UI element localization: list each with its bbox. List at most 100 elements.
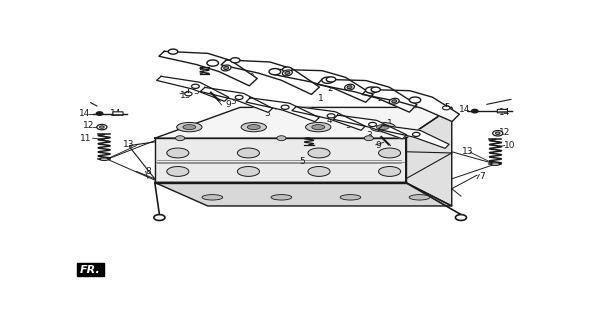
Text: 1: 1	[387, 119, 393, 128]
Circle shape	[207, 60, 219, 66]
Text: 8: 8	[145, 167, 151, 176]
Text: 15: 15	[440, 103, 451, 112]
Ellipse shape	[409, 195, 430, 200]
Text: 13: 13	[123, 140, 134, 149]
Ellipse shape	[97, 124, 107, 130]
Ellipse shape	[271, 195, 292, 200]
Polygon shape	[378, 125, 449, 148]
Ellipse shape	[100, 158, 109, 160]
Ellipse shape	[100, 126, 104, 128]
Circle shape	[472, 109, 478, 113]
FancyBboxPatch shape	[77, 263, 104, 276]
Ellipse shape	[183, 124, 196, 130]
Text: 6: 6	[223, 66, 229, 75]
Text: 3: 3	[265, 109, 270, 118]
Text: 12: 12	[83, 121, 94, 130]
Polygon shape	[362, 90, 459, 122]
Ellipse shape	[285, 71, 290, 75]
Ellipse shape	[247, 124, 260, 130]
Text: 5: 5	[198, 67, 204, 76]
Polygon shape	[246, 98, 319, 122]
Polygon shape	[221, 60, 320, 94]
Circle shape	[191, 84, 200, 88]
Ellipse shape	[378, 148, 400, 158]
Circle shape	[154, 215, 165, 220]
Polygon shape	[157, 76, 229, 101]
Ellipse shape	[370, 123, 396, 132]
Circle shape	[365, 87, 377, 93]
FancyBboxPatch shape	[113, 112, 123, 115]
Circle shape	[283, 67, 292, 72]
Text: 3: 3	[194, 87, 199, 96]
Ellipse shape	[167, 166, 189, 176]
Polygon shape	[333, 115, 407, 139]
Text: 4: 4	[327, 116, 333, 125]
Text: 10: 10	[504, 141, 515, 150]
Ellipse shape	[224, 67, 229, 69]
Circle shape	[412, 132, 420, 136]
Polygon shape	[155, 138, 406, 182]
Ellipse shape	[202, 195, 223, 200]
Text: 6: 6	[283, 70, 289, 79]
Text: 3: 3	[230, 97, 236, 106]
Ellipse shape	[308, 148, 330, 158]
Text: 5: 5	[299, 157, 305, 166]
Text: 6: 6	[347, 83, 353, 92]
Text: 14: 14	[459, 105, 470, 114]
Circle shape	[185, 92, 192, 96]
Ellipse shape	[283, 70, 292, 76]
Text: 2: 2	[327, 84, 333, 93]
Ellipse shape	[378, 166, 400, 176]
Text: 9: 9	[375, 141, 381, 150]
Polygon shape	[200, 87, 273, 112]
Circle shape	[281, 105, 289, 109]
Polygon shape	[317, 79, 417, 112]
Ellipse shape	[389, 98, 399, 104]
FancyBboxPatch shape	[497, 109, 507, 113]
Text: 1: 1	[318, 94, 323, 103]
Polygon shape	[273, 69, 373, 102]
Ellipse shape	[340, 195, 361, 200]
Polygon shape	[159, 51, 257, 86]
Text: 11: 11	[80, 134, 91, 143]
Circle shape	[96, 112, 103, 115]
Ellipse shape	[308, 166, 330, 176]
Circle shape	[235, 95, 243, 100]
Circle shape	[326, 77, 336, 82]
Ellipse shape	[376, 124, 389, 130]
Ellipse shape	[176, 123, 202, 132]
Ellipse shape	[312, 124, 325, 130]
Text: 2: 2	[378, 94, 383, 103]
Circle shape	[456, 215, 466, 220]
Text: 15: 15	[180, 91, 191, 100]
Ellipse shape	[491, 163, 500, 165]
Ellipse shape	[391, 100, 397, 103]
Polygon shape	[155, 108, 451, 138]
Text: 2: 2	[249, 73, 254, 82]
Text: 9: 9	[226, 100, 231, 109]
Polygon shape	[155, 182, 451, 206]
Text: 12: 12	[499, 128, 510, 137]
Text: 3: 3	[308, 110, 314, 119]
Ellipse shape	[495, 132, 500, 134]
Ellipse shape	[345, 84, 355, 90]
Ellipse shape	[305, 123, 331, 132]
Circle shape	[409, 97, 421, 103]
Ellipse shape	[238, 166, 260, 176]
Circle shape	[369, 122, 377, 127]
Text: FR.: FR.	[80, 265, 101, 275]
Circle shape	[364, 136, 374, 141]
Ellipse shape	[221, 65, 231, 71]
Circle shape	[230, 58, 240, 63]
Polygon shape	[292, 107, 365, 130]
Circle shape	[269, 68, 281, 75]
Circle shape	[322, 77, 333, 84]
Ellipse shape	[238, 148, 260, 158]
Text: 3: 3	[366, 131, 372, 140]
Polygon shape	[406, 108, 451, 206]
Ellipse shape	[167, 148, 189, 158]
Text: 4: 4	[271, 103, 277, 112]
Circle shape	[176, 136, 185, 141]
Text: 6: 6	[389, 98, 395, 107]
Circle shape	[327, 114, 335, 118]
